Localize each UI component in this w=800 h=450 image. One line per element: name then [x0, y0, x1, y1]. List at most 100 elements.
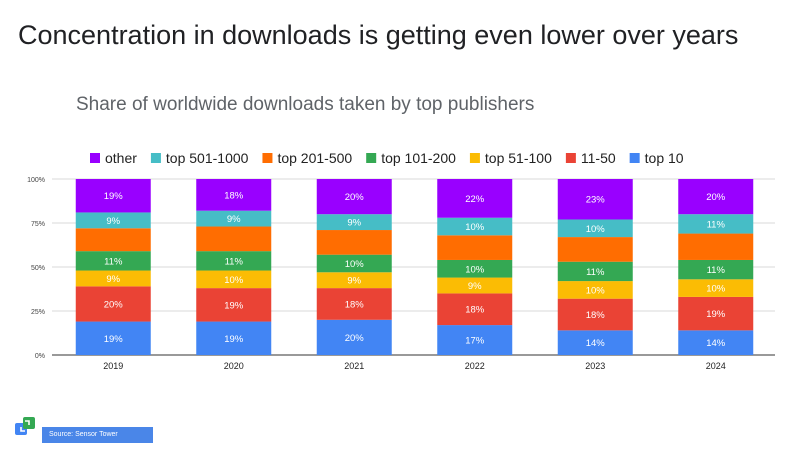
data-label-top-51-100-2024: 10% [706, 284, 726, 295]
data-label-top-101-200-2019: 11% [104, 256, 123, 267]
x-tick-label-2022: 2022 [465, 361, 485, 371]
bar-top-51-100-2022 [437, 277, 513, 294]
data-label-top-101-200-2024: 11% [707, 265, 726, 276]
bar-top-101-200-2019 [75, 251, 151, 271]
data-label-top-501-1000-2021: 9% [347, 218, 361, 229]
data-label-top-501-1000-2019: 9% [106, 216, 120, 227]
legend-label-top-501-1000: top 501-1000 [166, 150, 249, 166]
y-tick-label: 100% [27, 177, 45, 184]
data-label-top-101-200-2022: 10% [465, 264, 485, 275]
data-label-top-101-200-2021: 10% [345, 259, 365, 270]
bar-other-2023 [557, 179, 633, 220]
data-label-top-501-1000-2024: 11% [707, 219, 726, 230]
bar-other-2019 [75, 179, 151, 213]
bar-top-101-200-2024 [678, 259, 754, 280]
bar-top-101-200-2020 [196, 251, 272, 271]
bar-top-51-100-2020 [196, 270, 272, 289]
bar-top-10-2021 [316, 319, 392, 355]
data-label-other-2019: 19% [104, 191, 124, 202]
bar-11-50-2023 [557, 298, 633, 331]
data-label-other-2021: 20% [345, 192, 365, 203]
bar-other-2024 [678, 179, 754, 215]
data-label-top-501-1000-2023: 10% [586, 224, 606, 235]
sensor-tower-logo-icon [15, 417, 35, 435]
slide-title: Concentration in downloads is getting ev… [18, 20, 739, 50]
data-label-top-101-200-2023: 11% [586, 267, 605, 278]
legend-swatch-top-201-500 [262, 153, 273, 163]
legend-swatch-top-501-1000 [150, 153, 161, 163]
data-label-other-2023: 23% [586, 195, 606, 206]
data-label-11-50-2024: 19% [706, 309, 726, 320]
bar-top-501-1000-2022 [437, 217, 513, 236]
y-tick-label: 0% [35, 353, 45, 360]
bar-top-201-500-2022 [437, 235, 513, 260]
data-label-other-2022: 22% [465, 194, 485, 205]
data-label-top-51-100-2020: 10% [224, 275, 244, 286]
data-label-top-51-100-2021: 9% [347, 276, 361, 287]
data-label-top-10-2019: 19% [104, 334, 124, 345]
bar-top-10-2022 [437, 325, 513, 355]
bar-top-201-500-2024 [678, 233, 754, 260]
legend-label-top-51-100: top 51-100 [485, 150, 552, 166]
bar-other-2021 [316, 179, 392, 215]
bar-other-2020 [196, 179, 272, 211]
data-label-11-50-2022: 18% [465, 305, 485, 316]
data-label-top-501-1000-2022: 10% [465, 222, 485, 233]
data-label-top-51-100-2019: 9% [106, 274, 120, 285]
data-label-other-2020: 18% [224, 190, 244, 201]
x-tick-label-2019: 2019 [103, 361, 123, 371]
data-label-other-2024: 20% [706, 192, 726, 203]
bar-11-50-2024 [678, 296, 754, 331]
bar-top-501-1000-2020 [196, 210, 272, 227]
y-tick-label: 50% [31, 265, 45, 272]
legend-swatch-top-10 [629, 153, 640, 163]
data-label-top-51-100-2023: 10% [586, 285, 606, 296]
bar-11-50-2022 [437, 293, 513, 326]
bar-top-51-100-2021 [316, 272, 392, 289]
data-label-11-50-2019: 20% [104, 299, 124, 310]
data-label-11-50-2021: 18% [345, 299, 365, 310]
y-tick-label: 75% [31, 221, 45, 228]
bar-top-201-500-2021 [316, 230, 392, 255]
source-label: Source: Sensor Tower [42, 427, 153, 443]
legend-label-11-50: 11-50 [581, 150, 616, 166]
bar-top-101-200-2023 [557, 261, 633, 282]
bar-top-10-2023 [557, 330, 633, 355]
data-label-top-101-200-2020: 11% [225, 256, 244, 267]
bar-top-501-1000-2023 [557, 219, 633, 238]
y-tick-label: 25% [31, 309, 45, 316]
data-label-top-10-2023: 14% [586, 338, 606, 349]
x-tick-label-2020: 2020 [224, 361, 244, 371]
bar-top-501-1000-2024 [678, 214, 754, 234]
chart-title: Share of worldwide downloads taken by to… [76, 94, 534, 115]
legend-swatch-other [90, 153, 100, 163]
bar-11-50-2021 [316, 288, 392, 320]
bar-top-201-500-2019 [75, 228, 151, 252]
data-label-top-51-100-2022: 9% [468, 281, 482, 292]
bar-top-101-200-2021 [316, 254, 392, 273]
bar-top-101-200-2022 [437, 259, 513, 278]
bar-top-201-500-2020 [196, 226, 272, 252]
bar-top-51-100-2023 [557, 281, 633, 299]
bar-top-10-2019 [75, 321, 151, 355]
legend-swatch-top-101-200 [366, 153, 377, 163]
bar-top-10-2024 [678, 330, 754, 355]
data-label-top-10-2020: 19% [224, 334, 244, 345]
bar-11-50-2020 [196, 288, 272, 322]
legend-swatch-11-50 [565, 153, 576, 163]
data-label-top-501-1000-2020: 9% [227, 214, 241, 225]
x-tick-label-2021: 2021 [344, 361, 364, 371]
data-label-11-50-2023: 18% [586, 310, 606, 321]
x-tick-label-2024: 2024 [706, 361, 726, 371]
bar-top-501-1000-2019 [75, 212, 151, 229]
bar-top-51-100-2024 [678, 279, 754, 297]
bar-top-501-1000-2021 [316, 214, 392, 231]
bar-11-50-2019 [75, 286, 151, 322]
legend-label-top-101-200: top 101-200 [381, 150, 456, 166]
data-label-11-50-2020: 19% [224, 300, 244, 311]
data-label-top-10-2024: 14% [706, 338, 726, 349]
bar-other-2022 [437, 179, 513, 218]
data-label-top-10-2022: 17% [465, 336, 485, 347]
bar-top-51-100-2019 [75, 270, 151, 287]
